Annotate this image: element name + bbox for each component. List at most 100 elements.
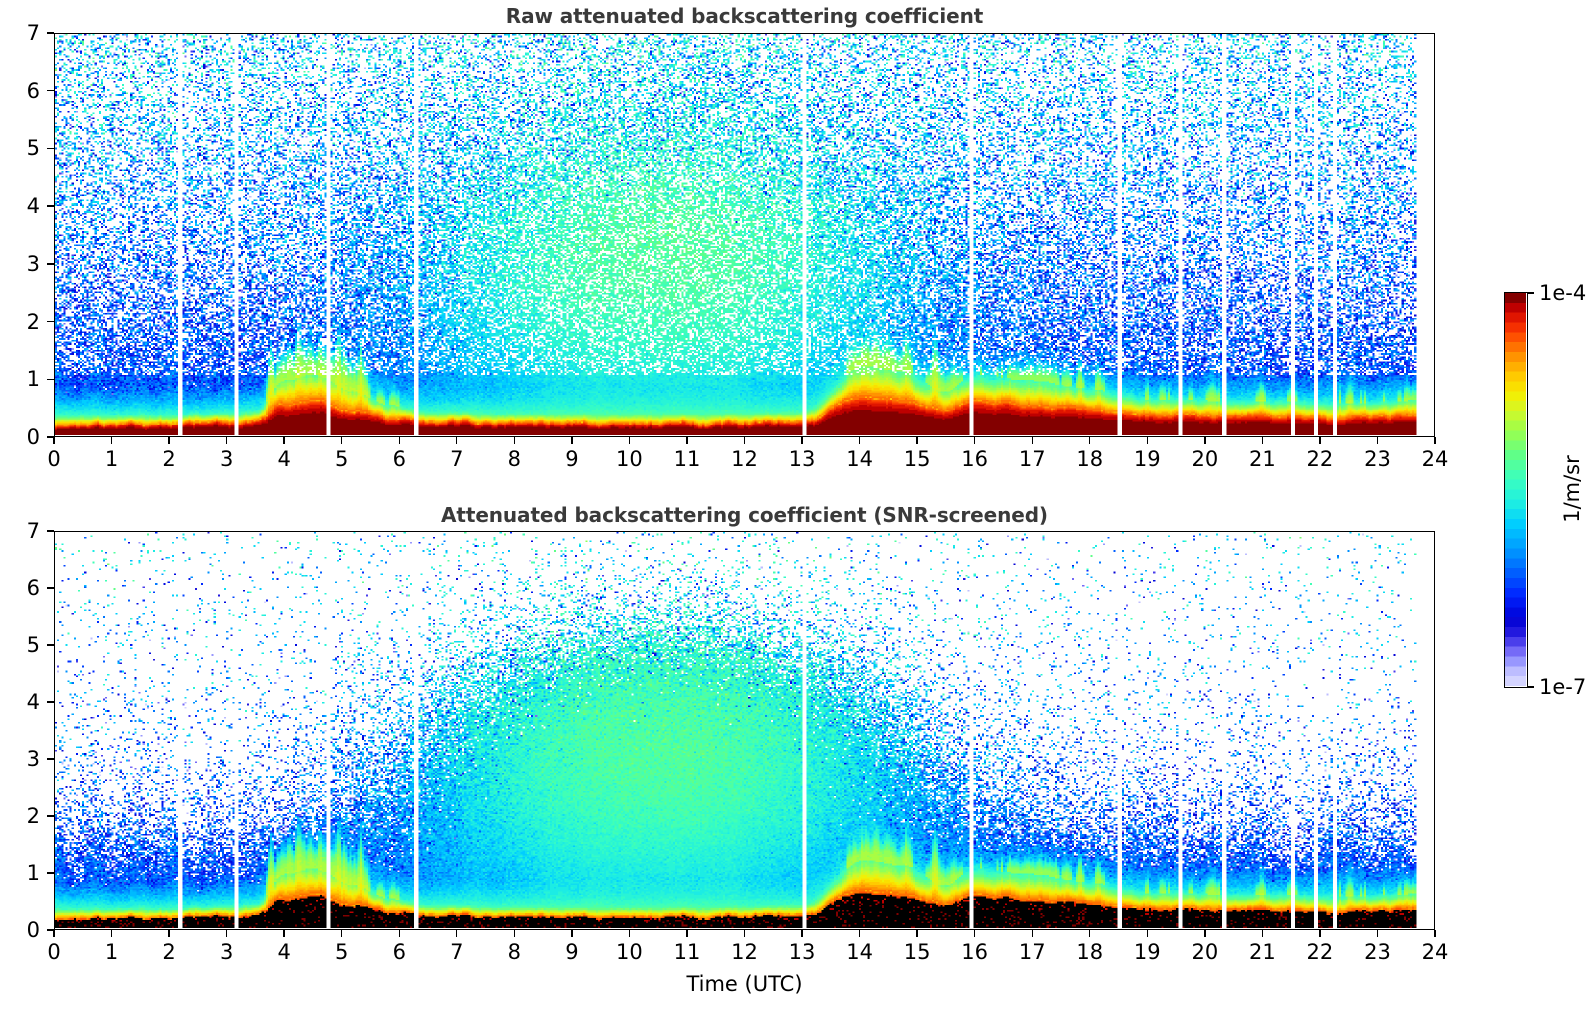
x-tick-screened-0 (53, 930, 55, 937)
x-tick-raw-14 (858, 437, 861, 444)
x-ticklabel-screened-12: 12 (731, 940, 758, 964)
x-ticklabel-raw-14: 14 (846, 447, 873, 471)
x-ticklabel-raw-15: 15 (903, 447, 931, 471)
x-ticklabel-screened-11: 11 (673, 940, 701, 964)
x-ticklabel-raw-21: 21 (1249, 447, 1276, 471)
y-ticklabel-raw-3: 3 (26, 251, 40, 276)
y-ticklabel-screened-0: 0 (26, 918, 40, 942)
y-tick-raw-5 (47, 147, 54, 150)
y-tick-raw-4 (47, 205, 54, 207)
y-ticklabel-screened-7: 7 (26, 519, 40, 543)
x-ticklabel-screened-2: 2 (162, 940, 176, 964)
plot-area-screened (54, 531, 1435, 930)
colorbar-tick-min (1528, 686, 1534, 688)
x-tick-screened-23 (1376, 930, 1379, 937)
xlabel-screened: Time (UTC) (686, 972, 803, 996)
y-tick-screened-6 (47, 587, 54, 589)
x-ticklabel-screened-16: 16 (961, 940, 989, 964)
x-tick-raw-6 (398, 437, 400, 444)
x-tick-raw-9 (571, 437, 573, 444)
colorbar-label-max: 1e-4 (1539, 281, 1587, 305)
y-tick-screened-1 (47, 872, 54, 874)
x-ticklabel-raw-18: 18 (1076, 447, 1104, 471)
x-tick-raw-3 (225, 437, 228, 444)
x-ticklabel-screened-7: 7 (450, 940, 464, 964)
x-tick-screened-2 (168, 930, 170, 937)
x-tick-screened-1 (110, 930, 113, 937)
x-tick-raw-8 (513, 437, 516, 444)
x-ticklabel-screened-23: 23 (1364, 940, 1391, 964)
x-ticklabel-raw-6: 6 (392, 447, 406, 471)
x-ticklabel-screened-24: 24 (1421, 940, 1449, 964)
x-tick-raw-7 (456, 437, 458, 444)
x-ticklabel-screened-13: 13 (788, 940, 816, 964)
x-ticklabel-screened-15: 15 (903, 940, 931, 964)
y-ticklabel-screened-6: 6 (26, 576, 40, 600)
colorbar-unit-label: 1/m/sr (1560, 455, 1584, 523)
heatmap-raw (55, 34, 1434, 436)
x-tick-raw-13 (801, 437, 803, 444)
x-ticklabel-raw-13: 13 (788, 447, 816, 471)
x-ticklabel-raw-24: 24 (1421, 447, 1449, 471)
x-tick-screened-3 (225, 930, 228, 937)
x-tick-screened-8 (513, 930, 516, 937)
x-ticklabel-screened-0: 0 (47, 940, 61, 964)
x-ticklabel-raw-20: 20 (1191, 447, 1219, 471)
x-ticklabel-raw-19: 19 (1133, 447, 1161, 471)
x-tick-raw-24 (1434, 437, 1436, 444)
x-ticklabel-screened-5: 5 (335, 940, 349, 964)
x-ticklabel-screened-19: 19 (1133, 940, 1161, 964)
y-tick-raw-3 (47, 263, 54, 265)
y-tick-screened-5 (47, 644, 54, 646)
x-ticklabel-raw-8: 8 (507, 447, 522, 471)
x-ticklabel-raw-2: 2 (162, 447, 176, 471)
y-ticklabel-raw-2: 2 (26, 309, 40, 334)
x-tick-raw-12 (743, 437, 746, 444)
x-tick-raw-10 (628, 437, 631, 444)
x-tick-screened-5 (341, 930, 343, 937)
x-tick-screened-17 (1031, 930, 1033, 937)
x-ticklabel-screened-22: 22 (1306, 940, 1334, 964)
x-tick-screened-9 (571, 930, 573, 937)
y-tick-screened-2 (47, 815, 54, 817)
x-tick-screened-21 (1261, 930, 1264, 937)
x-tick-raw-1 (110, 437, 113, 444)
x-tick-screened-24 (1434, 930, 1436, 937)
y-tick-raw-6 (47, 90, 54, 92)
x-ticklabel-raw-17: 17 (1018, 447, 1046, 471)
x-ticklabel-raw-1: 1 (104, 447, 119, 471)
x-tick-raw-21 (1261, 437, 1264, 444)
x-ticklabel-raw-9: 9 (565, 447, 579, 471)
x-tick-screened-15 (916, 930, 918, 937)
panel-title-screened: Attenuated backscattering coefficient (S… (441, 503, 1048, 527)
x-ticklabel-screened-8: 8 (507, 940, 522, 964)
x-ticklabel-screened-14: 14 (846, 940, 873, 964)
x-tick-screened-13 (801, 930, 803, 937)
x-tick-screened-7 (456, 930, 458, 937)
x-tick-raw-5 (341, 437, 343, 444)
x-ticklabel-screened-6: 6 (392, 940, 406, 964)
y-ticklabel-raw-0: 0 (26, 425, 40, 449)
x-tick-raw-17 (1031, 437, 1033, 444)
x-tick-screened-10 (628, 930, 631, 937)
x-ticklabel-raw-0: 0 (47, 447, 61, 471)
y-tick-raw-0 (47, 436, 54, 438)
y-tick-raw-1 (47, 378, 54, 380)
y-tick-screened-4 (47, 701, 54, 703)
x-tick-raw-15 (916, 437, 918, 444)
y-tick-raw-7 (47, 32, 54, 34)
x-tick-raw-22 (1319, 437, 1321, 444)
y-ticklabel-raw-1: 1 (26, 367, 40, 392)
x-ticklabel-raw-22: 22 (1306, 447, 1334, 471)
x-ticklabel-screened-4: 4 (277, 940, 291, 964)
x-ticklabel-raw-4: 4 (277, 447, 291, 471)
x-ticklabel-raw-12: 12 (731, 447, 758, 471)
x-tick-raw-2 (168, 437, 170, 444)
y-ticklabel-screened-3: 3 (26, 747, 40, 771)
colorbar-label-min: 1e-7 (1539, 675, 1587, 699)
y-tick-screened-7 (47, 530, 54, 532)
x-ticklabel-screened-17: 17 (1018, 940, 1046, 964)
x-tick-screened-6 (398, 930, 400, 937)
x-tick-screened-14 (858, 930, 861, 937)
x-tick-screened-16 (973, 930, 976, 937)
